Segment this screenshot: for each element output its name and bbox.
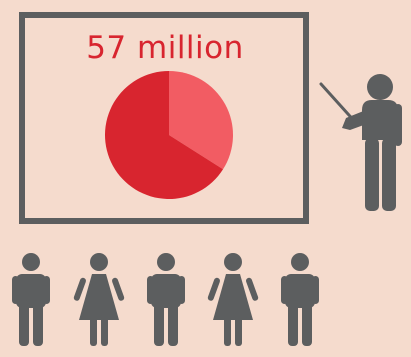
man-figure-1	[12, 253, 50, 346]
man-figure-3	[147, 253, 185, 346]
pie-chart	[104, 71, 233, 200]
woman-figure-4	[207, 253, 259, 346]
audience-row	[12, 253, 319, 346]
pie-slice-2	[104, 71, 224, 200]
presenter-figure	[319, 74, 402, 211]
woman-figure-2	[73, 253, 125, 346]
pie-slice-1	[169, 71, 233, 170]
man-figure-5	[281, 253, 319, 346]
whiteboard-frame	[19, 12, 309, 224]
headline-figure: 57 million	[86, 30, 244, 66]
